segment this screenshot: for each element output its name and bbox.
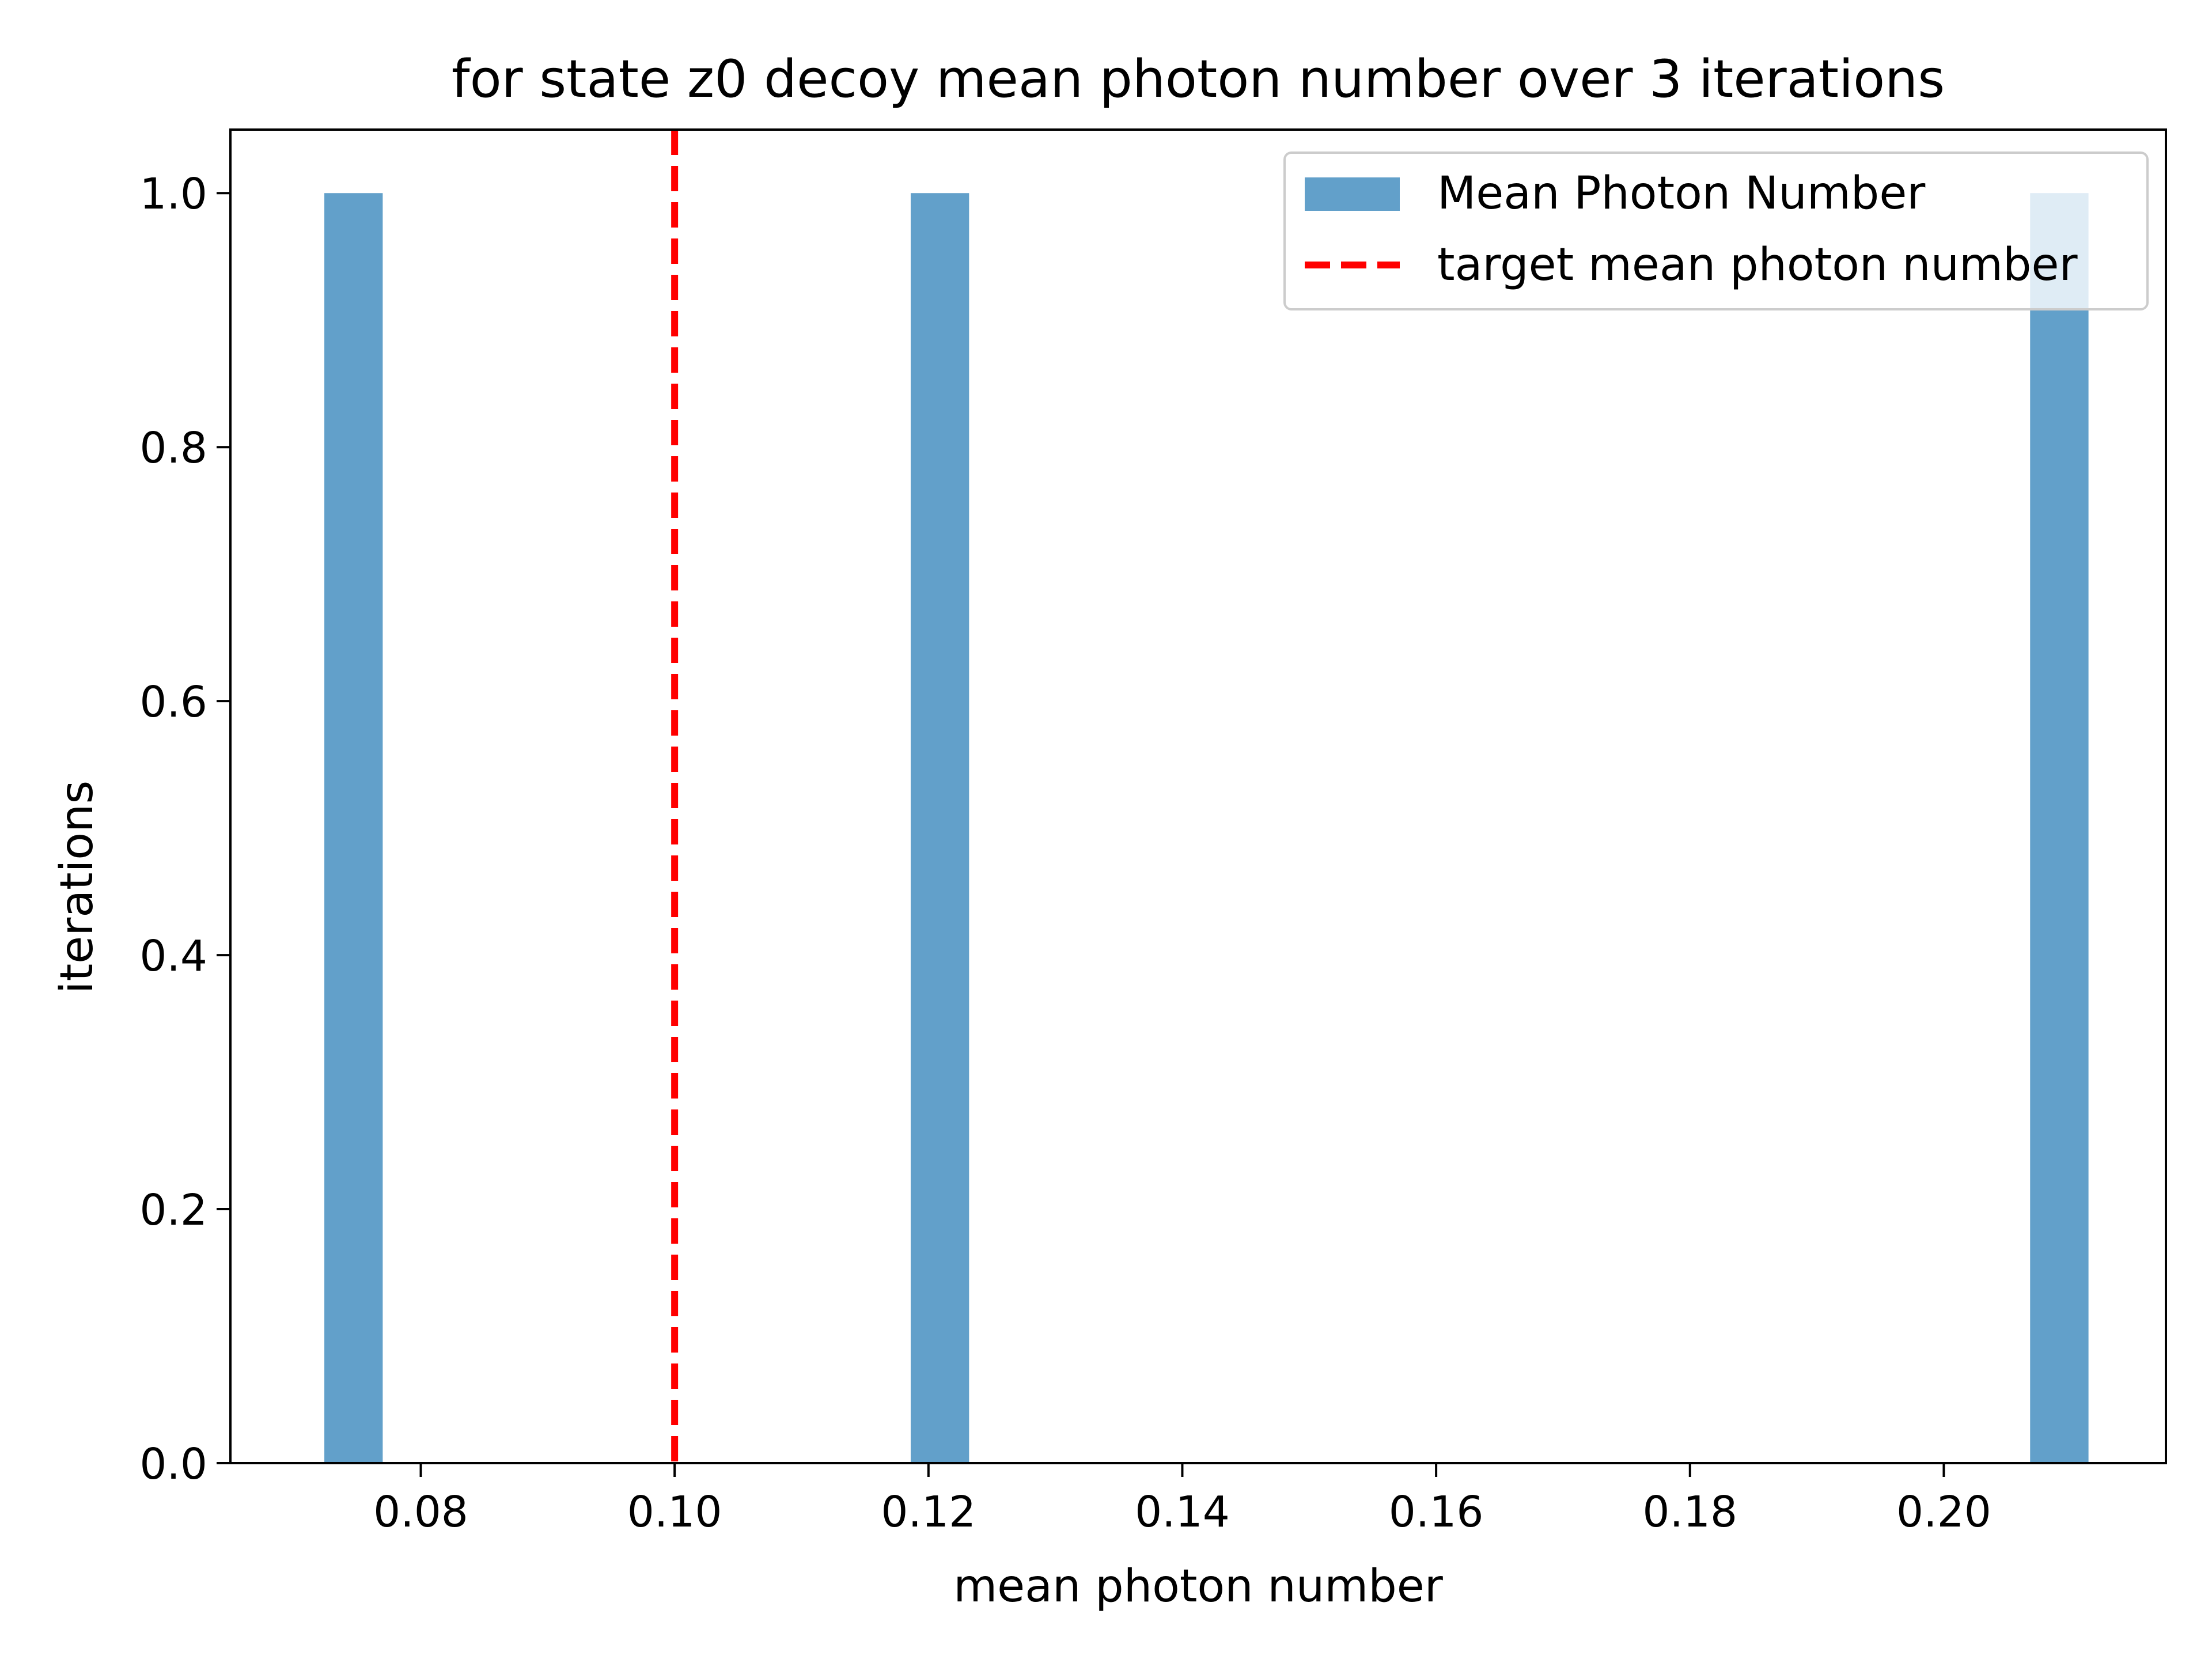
legend-label-mean-photon-number: Mean Photon Number	[1437, 168, 1926, 219]
y-tick-label: 0.8	[139, 423, 207, 473]
x-tick-label: 0.18	[1642, 1487, 1737, 1537]
x-tick-label: 0.12	[881, 1487, 976, 1537]
x-tick-label: 0.14	[1135, 1487, 1230, 1537]
x-tick-label: 0.10	[627, 1487, 722, 1537]
legend-label-target-mean-photon-number: target mean photon number	[1437, 239, 2078, 291]
y-tick-label: 1.0	[139, 169, 207, 219]
plot-area: 0.08 0.10 0.12 0.14 0.16 0.18 0.20 0.0 0.2 0.4 0.6…	[139, 128, 2167, 1537]
x-axis-label: mean photon number	[953, 1560, 1444, 1612]
legend-swatch-mean-photon-number	[1305, 177, 1400, 211]
histogram-bar-2	[2030, 193, 2089, 1464]
x-tick-label: 0.20	[1896, 1487, 1991, 1537]
y-tick-label: 0.4	[139, 931, 207, 981]
histogram-bar-0	[324, 193, 383, 1464]
axes-frame	[229, 128, 2167, 1464]
chart-title: for state z0 decoy mean photon number ov…	[452, 49, 1945, 109]
y-tick-label: 0.6	[139, 677, 207, 727]
y-tick-label: 0.2	[139, 1185, 207, 1235]
histogram-bar-1	[910, 193, 969, 1464]
legend-box	[1283, 151, 2149, 310]
y-tick-label: 0.0	[139, 1440, 207, 1489]
y-axis-label: iterations	[51, 781, 103, 994]
legend: Mean Photon Number target mean photon nu…	[1283, 151, 2149, 310]
x-tick-label: 0.16	[1389, 1487, 1484, 1537]
x-tick-label: 0.08	[373, 1487, 468, 1537]
